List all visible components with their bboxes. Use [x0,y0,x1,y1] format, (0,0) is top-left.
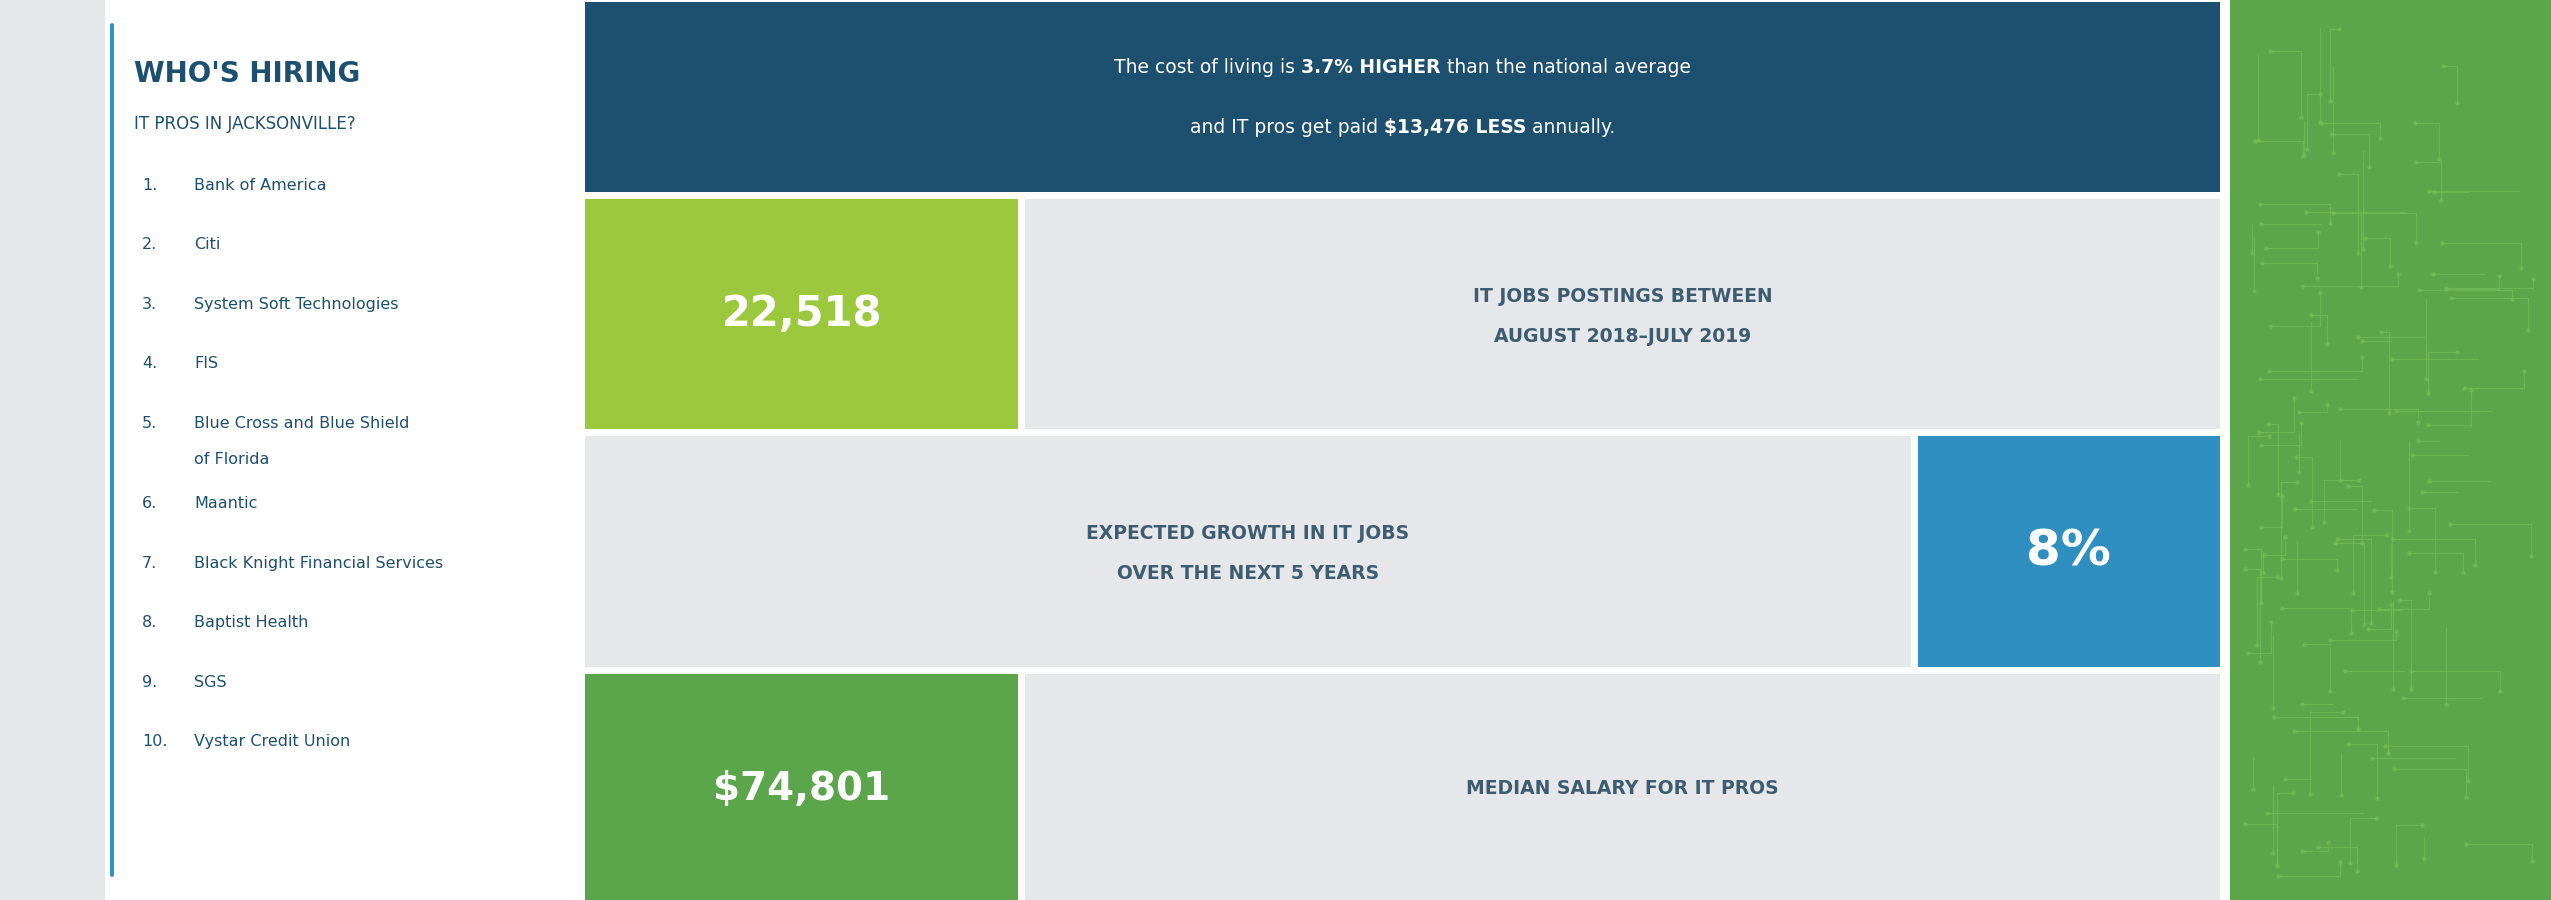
Bar [584,199,1018,429]
Text: $13,476 LESS: $13,476 LESS [1383,118,1525,137]
Bar [2230,0,2551,900]
Text: than the national average: than the national average [1441,58,1691,76]
Text: AUGUST 2018–JULY 2019: AUGUST 2018–JULY 2019 [1495,327,1753,346]
Bar [1026,199,2219,429]
Text: SGS: SGS [194,675,227,689]
Text: The cost of living is: The cost of living is [1115,58,1301,76]
Text: 3.: 3. [143,297,158,312]
Text: OVER THE NEXT 5 YEARS: OVER THE NEXT 5 YEARS [1117,564,1380,583]
Text: IT PROS IN JACKSONVILLE?: IT PROS IN JACKSONVILLE? [135,115,355,133]
Text: Baptist Health: Baptist Health [194,616,309,630]
Text: 22,518: 22,518 [722,293,883,335]
Text: Blue Cross and Blue Shield: Blue Cross and Blue Shield [194,416,408,431]
Text: 8%: 8% [2025,527,2112,575]
Text: System Soft Technologies: System Soft Technologies [194,297,398,312]
Bar [584,673,1018,900]
Text: 9.: 9. [143,675,158,689]
Text: annually.: annually. [1525,118,1615,137]
Bar [1918,436,2219,667]
Text: and IT pros get paid: and IT pros get paid [1189,118,1383,137]
Bar [584,436,1911,667]
Text: Maantic: Maantic [194,496,258,511]
Bar [0,0,105,900]
Text: 6.: 6. [143,496,158,511]
Bar [105,0,561,900]
Text: 10.: 10. [143,734,168,750]
Text: MEDIAN SALARY FOR IT PROS: MEDIAN SALARY FOR IT PROS [1467,779,1778,798]
Text: Black Knight Financial Services: Black Knight Financial Services [194,556,444,571]
Text: EXPECTED GROWTH IN IT JOBS: EXPECTED GROWTH IN IT JOBS [1087,524,1408,543]
Text: 4.: 4. [143,356,158,372]
Text: Vystar Credit Union: Vystar Credit Union [194,734,349,750]
Text: IT JOBS POSTINGS BETWEEN: IT JOBS POSTINGS BETWEEN [1472,287,1773,306]
Text: $74,801: $74,801 [714,770,890,807]
Text: of Florida: of Florida [194,452,270,467]
Bar [584,2,2219,192]
Text: 3.7% HIGHER: 3.7% HIGHER [1301,58,1441,76]
Text: 7.: 7. [143,556,158,571]
Text: 5.: 5. [143,416,158,431]
Text: 2.: 2. [143,238,158,253]
Text: Bank of America: Bank of America [194,178,327,193]
Text: FIS: FIS [194,356,219,372]
Bar [1026,673,2219,900]
Text: 1.: 1. [143,178,158,193]
Text: 8.: 8. [143,616,158,630]
Text: WHO'S HIRING: WHO'S HIRING [135,60,360,88]
Text: Citi: Citi [194,238,219,253]
